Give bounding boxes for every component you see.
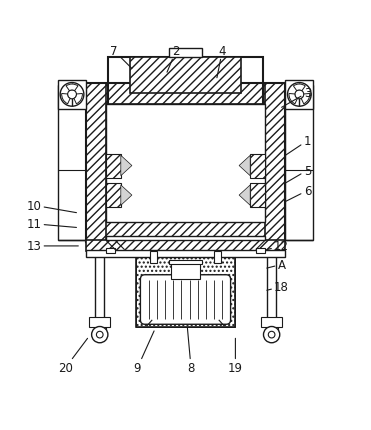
Bar (86, 222, 285, 243)
Wedge shape (62, 94, 70, 104)
Polygon shape (121, 156, 132, 176)
Text: 3: 3 (282, 87, 311, 108)
Wedge shape (293, 85, 305, 92)
Bar (169, 49, 202, 58)
Bar (86, 251, 285, 258)
Bar (150, 252, 157, 263)
Bar (267, 250, 276, 318)
Wedge shape (66, 85, 78, 92)
Bar (285, 86, 313, 241)
Bar (261, 317, 282, 328)
Polygon shape (239, 185, 250, 206)
Text: 4: 4 (217, 44, 226, 79)
Circle shape (96, 332, 103, 338)
Text: 2: 2 (167, 44, 180, 73)
Bar (136, 255, 235, 328)
Text: A: A (267, 258, 286, 271)
Bar (250, 154, 265, 178)
Circle shape (295, 91, 304, 100)
Text: 12: 12 (267, 240, 289, 253)
Wedge shape (289, 94, 298, 104)
Bar (86, 84, 285, 104)
Circle shape (92, 327, 108, 343)
Text: 1: 1 (285, 135, 311, 156)
Text: 6: 6 (285, 184, 311, 202)
Bar (86, 241, 285, 252)
Bar (256, 248, 265, 254)
Bar (136, 255, 235, 328)
Bar (108, 58, 263, 110)
Text: 7: 7 (110, 44, 132, 69)
Bar (95, 250, 104, 318)
Bar (250, 184, 265, 208)
Bar (169, 260, 202, 265)
Text: 9: 9 (134, 331, 154, 375)
Text: 8: 8 (187, 328, 195, 375)
Circle shape (60, 83, 84, 107)
Text: 10: 10 (26, 199, 76, 213)
Bar (58, 86, 86, 241)
Bar (86, 84, 106, 243)
Text: 11: 11 (26, 218, 76, 231)
Bar (285, 80, 313, 110)
Bar (106, 104, 265, 222)
Circle shape (288, 83, 311, 107)
Text: 13: 13 (26, 240, 78, 253)
Polygon shape (121, 185, 132, 206)
FancyBboxPatch shape (140, 275, 231, 325)
Bar (106, 154, 121, 178)
Bar (86, 84, 285, 243)
Circle shape (68, 91, 76, 100)
Circle shape (263, 327, 280, 343)
Text: 20: 20 (58, 338, 88, 375)
Text: 5: 5 (285, 164, 311, 184)
Bar (130, 58, 241, 93)
Bar (214, 252, 221, 263)
Text: 18: 18 (267, 280, 289, 293)
Text: 19: 19 (228, 338, 243, 375)
Wedge shape (301, 94, 310, 104)
Polygon shape (239, 156, 250, 176)
Bar (106, 237, 265, 241)
Bar (106, 184, 121, 208)
Bar (106, 248, 115, 254)
Bar (265, 84, 285, 243)
Circle shape (268, 332, 275, 338)
Bar (171, 263, 200, 280)
Bar (58, 80, 86, 110)
Wedge shape (74, 94, 82, 104)
Bar (89, 317, 110, 328)
